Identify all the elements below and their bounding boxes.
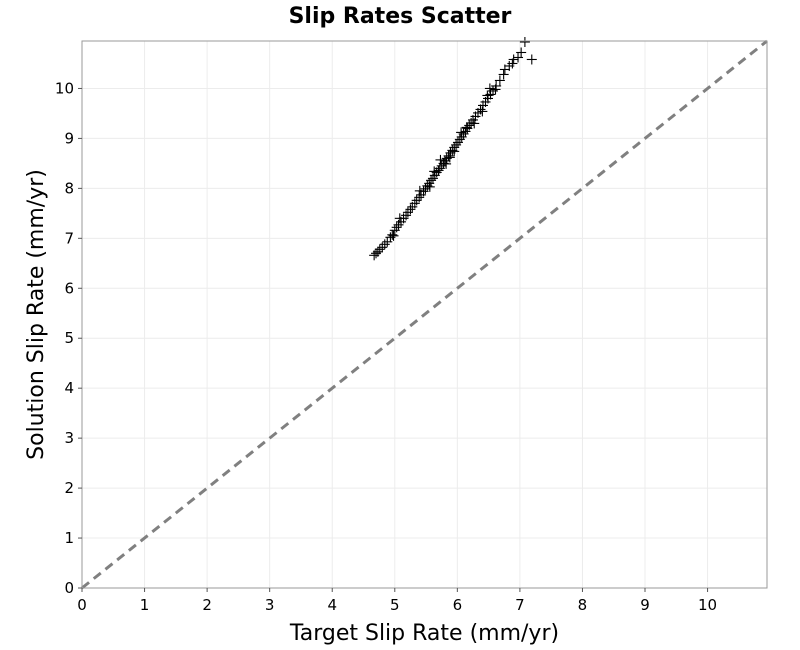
x-tick-label: 3 — [265, 596, 275, 614]
data-point — [441, 158, 452, 169]
data-point — [516, 47, 527, 58]
y-tick-label: 0 — [64, 579, 74, 597]
x-tick-label: 0 — [77, 596, 87, 614]
data-point — [498, 69, 509, 80]
x-tick-label: 6 — [453, 596, 463, 614]
data-point — [484, 83, 495, 94]
data-point — [405, 204, 416, 215]
data-point — [526, 54, 537, 65]
x-axis-ticks: 0 1 2 3 4 5 6 7 8 9 10 — [77, 588, 717, 614]
x-tick-label: 10 — [698, 596, 717, 614]
data-point — [379, 239, 390, 250]
data-point — [444, 152, 455, 163]
y-tick-label: 6 — [64, 279, 74, 297]
x-tick-label: 1 — [140, 596, 150, 614]
data-point — [494, 75, 505, 86]
data-point — [461, 122, 472, 133]
x-tick-label: 8 — [578, 596, 588, 614]
plot-area-frame — [81, 40, 768, 589]
data-point — [482, 90, 493, 101]
y-tick-label: 9 — [64, 129, 74, 147]
data-point — [451, 139, 462, 150]
data-point — [424, 181, 435, 192]
y-tick-label: 5 — [64, 329, 74, 347]
data-point — [499, 64, 510, 75]
data-point — [477, 106, 488, 117]
data-point — [391, 222, 402, 233]
data-point — [456, 127, 467, 138]
y-axis-label: Solution Slip Rate (mm/yr) — [24, 169, 49, 460]
data-point — [414, 185, 425, 196]
data-point — [435, 154, 446, 165]
x-tick-label: 4 — [327, 596, 337, 614]
y-tick-label: 8 — [64, 179, 74, 197]
data-point — [422, 180, 433, 191]
data-point — [490, 84, 501, 95]
reference-line — [81, 39, 768, 590]
y-tick-label: 3 — [64, 429, 74, 447]
chart-title: Slip Rates Scatter — [289, 4, 512, 29]
data-point — [394, 213, 405, 224]
data-point — [374, 244, 385, 255]
data-point — [414, 192, 425, 203]
data-point — [458, 128, 469, 139]
y-tick-label: 10 — [55, 79, 74, 97]
x-tick-label: 7 — [515, 596, 525, 614]
data-point — [387, 229, 398, 240]
data-point — [469, 118, 480, 129]
y-tick-label: 1 — [64, 529, 74, 547]
x-tick-label: 9 — [640, 596, 650, 614]
data-points — [369, 36, 537, 261]
x-tick-label: 5 — [390, 596, 400, 614]
x-tick-label: 2 — [202, 596, 212, 614]
data-point — [519, 36, 530, 47]
y-tick-label: 4 — [64, 379, 74, 397]
data-point — [475, 104, 486, 115]
data-point — [388, 230, 399, 241]
data-point — [372, 246, 383, 257]
y-tick-label: 2 — [64, 479, 74, 497]
x-axis-label: Target Slip Rate (mm/yr) — [289, 621, 559, 646]
data-point — [454, 134, 465, 145]
data-point — [429, 166, 440, 177]
data-point — [508, 54, 519, 65]
data-point — [507, 58, 518, 69]
y-axis-ticks: 0 1 2 3 4 5 6 7 8 9 10 — [55, 79, 82, 597]
data-point — [464, 120, 475, 131]
y-tick-label: 7 — [64, 229, 74, 247]
data-point — [449, 146, 460, 157]
